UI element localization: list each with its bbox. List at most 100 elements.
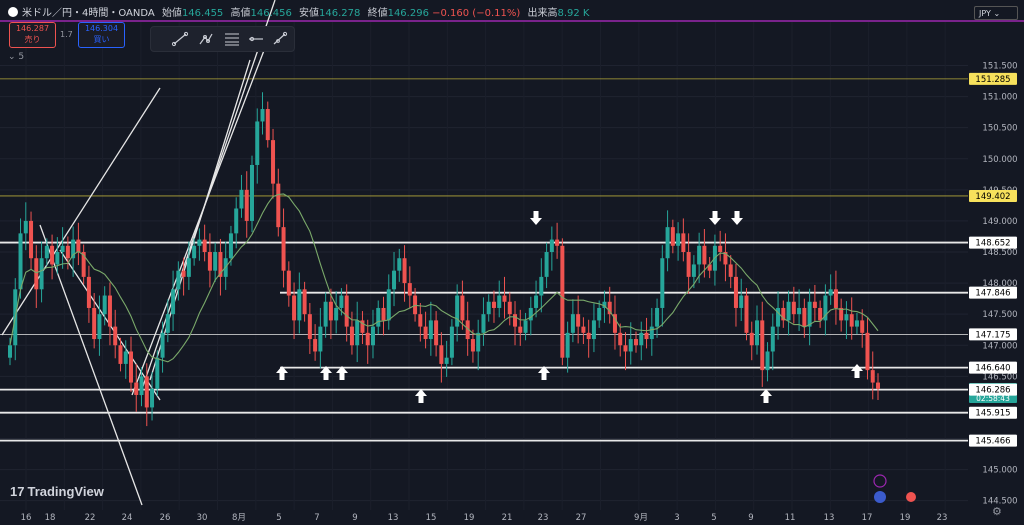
x-tick-label: 23: [937, 513, 948, 523]
up-arrow-icon: [276, 366, 288, 380]
candle-body: [733, 276, 738, 308]
candle-body: [839, 307, 844, 321]
candle-body: [876, 382, 880, 389]
candle-body: [60, 245, 65, 253]
x-tick-label: 30: [197, 513, 208, 523]
price-label-text: 147.846: [975, 289, 1010, 299]
candle-body: [470, 339, 475, 352]
spread-value: 1.7: [60, 30, 73, 39]
candle-body: [676, 233, 681, 246]
close-label: 終値: [367, 8, 388, 19]
candle-body: [402, 258, 407, 284]
candle-body: [213, 252, 218, 271]
candle-body: [802, 307, 807, 327]
ray-icon[interactable]: [247, 31, 265, 47]
sell-button[interactable]: 146.287 売り: [9, 22, 56, 48]
price-label: 146.286: [969, 383, 1017, 396]
price-label: 151.285: [969, 72, 1017, 85]
candle-body: [186, 258, 191, 277]
candle-body: [786, 301, 791, 321]
currency-label: JPY: [979, 9, 991, 18]
candle-body: [460, 295, 465, 321]
candle-body: [423, 326, 428, 340]
price-label-bg: [969, 328, 1017, 341]
candle-body: [739, 295, 744, 308]
candle-body: [313, 339, 318, 352]
candle-body: [234, 208, 239, 234]
up-arrow-icon: [851, 364, 863, 378]
candle-body: [428, 320, 433, 340]
trendline-icon[interactable]: [171, 31, 189, 47]
candle-body: [102, 295, 107, 315]
symbol-title[interactable]: 米ドル／円・4時間・OANDA: [22, 8, 155, 19]
price-label-text: 145.915: [975, 409, 1010, 419]
candle-body: [44, 245, 49, 259]
price-label: 145.466: [969, 434, 1017, 447]
x-tick-label: 19: [464, 513, 475, 523]
candle-body: [639, 332, 644, 346]
candle-body: [670, 227, 675, 246]
x-tick-label: 17: [862, 513, 873, 523]
down-arrow-icon: [731, 211, 743, 225]
multi-point-icon[interactable]: [197, 31, 215, 47]
fib-icon[interactable]: [223, 31, 241, 47]
candle-body: [381, 307, 386, 321]
candle-body: [276, 183, 281, 228]
pencil-icon[interactable]: [271, 31, 289, 47]
candle-body: [649, 326, 654, 340]
candle-body: [55, 252, 60, 265]
candle-body: [776, 307, 781, 327]
price-axis-bg: [968, 22, 1024, 510]
price-label-bg: [969, 72, 1017, 85]
y-tick-label: 149.000: [982, 217, 1017, 227]
lightning-icon: [873, 474, 887, 488]
gear-icon[interactable]: ⚙: [992, 505, 1002, 518]
currency-selector[interactable]: JPY ⌄: [974, 6, 1018, 20]
flag-icon: [874, 491, 886, 503]
up-arrow-icon: [320, 366, 332, 380]
price-label-text: 149.402: [975, 192, 1010, 202]
candle-body: [660, 258, 665, 308]
candle-body: [244, 189, 249, 221]
buy-button[interactable]: 146.304 買い: [78, 22, 125, 48]
candle-body: [239, 189, 244, 209]
x-tick-label: 26: [160, 513, 171, 523]
candle-body: [491, 301, 496, 308]
candle-body: [197, 239, 202, 246]
candle-body: [570, 314, 575, 333]
candle-body: [765, 351, 770, 371]
candle-body: [107, 295, 112, 327]
candle-body: [791, 301, 796, 315]
candle-body: [34, 258, 39, 290]
indicator-toggle[interactable]: ⌄ 5: [8, 52, 25, 62]
candle-body: [602, 301, 607, 308]
x-tick-label: 13: [388, 513, 399, 523]
price-label-text: 146.640: [975, 364, 1010, 374]
candle-body: [597, 307, 602, 321]
price-label-bg: [969, 236, 1017, 249]
candle-body: [544, 252, 549, 277]
candle-body: [286, 270, 291, 296]
price-label-bg: [969, 406, 1017, 419]
high-label: 高値: [230, 8, 251, 19]
candle-body: [29, 220, 34, 259]
candle-body: [528, 307, 533, 321]
candle-body: [539, 276, 544, 296]
candle-body: [292, 295, 297, 321]
price-label-text: 148.652: [975, 239, 1010, 249]
sell-label: 売り: [24, 35, 41, 44]
candle-body: [265, 109, 270, 141]
candle-body: [465, 320, 470, 340]
candle-body: [139, 376, 144, 395]
candle-body: [134, 382, 139, 395]
candle-body: [755, 320, 760, 346]
trend-line: [1, 87, 161, 336]
candle-body: [128, 351, 133, 383]
x-tick-label: 18: [45, 513, 56, 523]
candle-body: [623, 345, 628, 352]
candle-body: [549, 239, 554, 253]
candle-body: [812, 301, 817, 308]
buy-label: 買い: [93, 35, 110, 44]
candle-body: [397, 258, 402, 271]
